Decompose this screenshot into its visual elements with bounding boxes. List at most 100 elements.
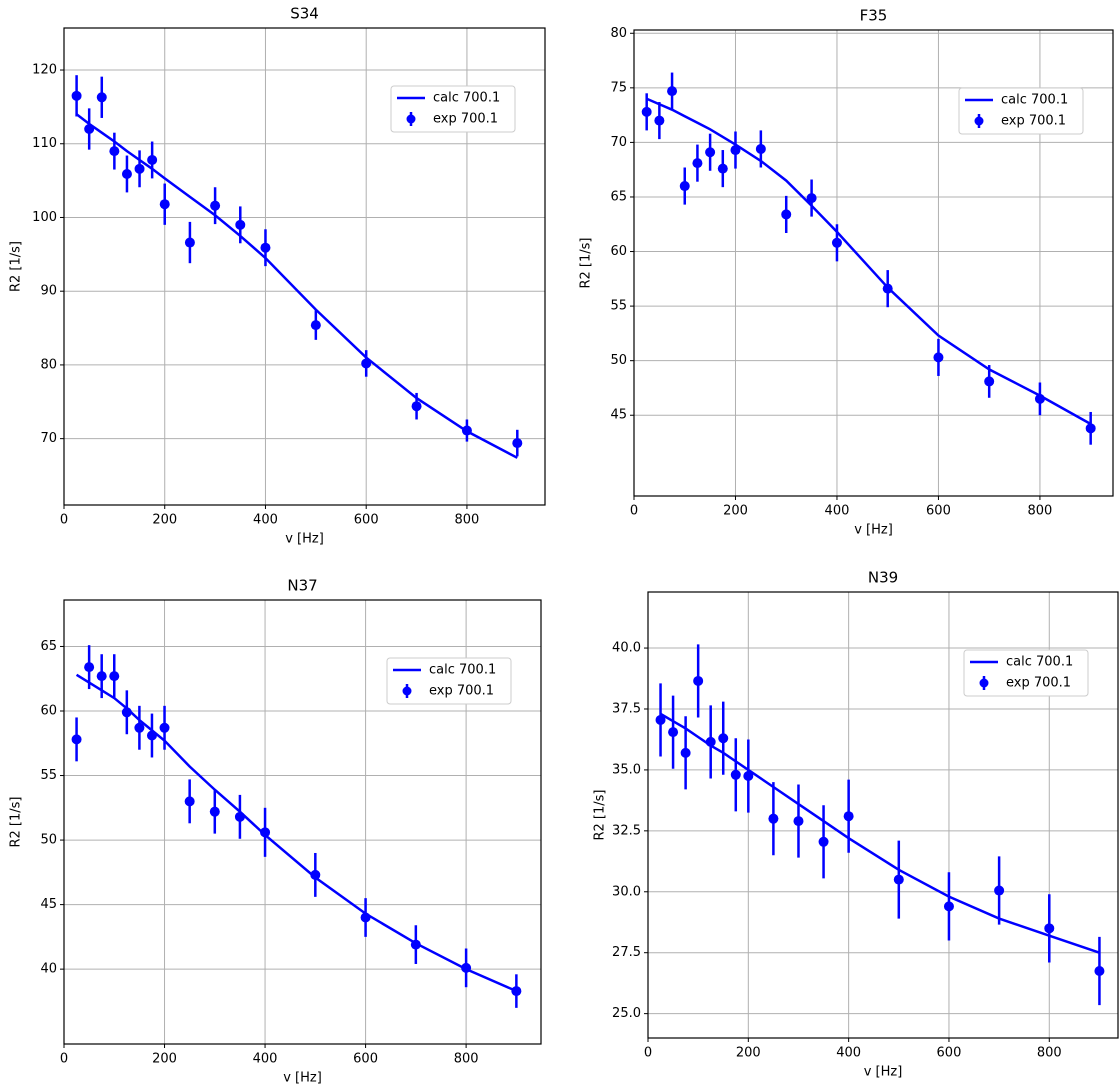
legend-marker <box>974 116 984 126</box>
data-point <box>843 811 854 822</box>
x-tick-label: 0 <box>60 513 68 528</box>
data-point <box>96 671 107 682</box>
subplot: S34 v [Hz] R2 [1/s] 0 200 400 600 800 70 80 90 100 1… <box>9 5 546 547</box>
data-point <box>109 146 120 157</box>
y-tick-label: 65 <box>40 639 57 654</box>
subplot: N37 v [Hz] R2 [1/s] 0 200 400 600 800 40 45 50 55 60… <box>9 577 542 1086</box>
y-tick-label: 80 <box>40 357 57 372</box>
y-tick-label: 65 <box>610 189 627 204</box>
legend-label: calc 700.1 <box>433 91 500 106</box>
data-point <box>994 885 1005 896</box>
legend: calc 700.1 exp 700.1 <box>390 85 516 133</box>
data-point <box>655 714 666 725</box>
data-point <box>933 352 944 363</box>
y-tick-label: 45 <box>610 408 627 423</box>
data-point <box>984 376 995 387</box>
x-tick-label: 800 <box>1037 1046 1062 1061</box>
data-point <box>692 158 703 169</box>
y-axis-label: R2 [1/s] <box>579 237 594 288</box>
x-tick-label: 0 <box>60 1052 68 1067</box>
data-point <box>134 722 145 733</box>
subplot-title: F35 <box>860 7 888 25</box>
data-point <box>781 209 792 220</box>
y-tick-label: 27.5 <box>612 945 641 960</box>
axes-frame <box>63 599 542 1045</box>
data-point <box>512 438 523 449</box>
legend-marker <box>402 686 412 696</box>
x-axis-label: v [Hz] <box>854 523 893 538</box>
x-tick-label: 200 <box>152 513 177 528</box>
x-axis-label: v [Hz] <box>864 1065 903 1080</box>
x-tick-label: 800 <box>454 1052 479 1067</box>
axes-frame <box>63 27 546 506</box>
fit-line <box>659 712 1100 954</box>
data-point <box>893 874 904 885</box>
data-point <box>743 771 754 782</box>
data-point <box>511 986 522 997</box>
y-tick-label: 110 <box>32 136 57 151</box>
data-point <box>882 283 893 294</box>
y-tick-label: 60 <box>40 704 57 719</box>
x-tick-label: 600 <box>354 513 379 528</box>
data-point <box>234 811 245 822</box>
x-tick-label: 600 <box>926 504 951 519</box>
data-point <box>121 707 132 718</box>
data-point <box>361 358 372 369</box>
x-tick-label: 600 <box>353 1052 378 1067</box>
fit-line <box>75 113 518 459</box>
data-point <box>121 168 132 179</box>
y-tick-label: 100 <box>32 210 57 225</box>
legend-label: exp 700.1 <box>1006 676 1071 691</box>
subplot-title: N39 <box>868 569 898 587</box>
data-point <box>943 901 954 912</box>
y-tick-label: 90 <box>40 284 57 299</box>
data-point <box>730 769 741 780</box>
subplot-title: N37 <box>287 577 317 595</box>
x-tick-label: 0 <box>644 1046 652 1061</box>
legend-label: calc 700.1 <box>429 663 496 678</box>
data-point <box>147 154 158 165</box>
y-tick-label: 60 <box>610 244 627 259</box>
plot-area <box>71 75 523 459</box>
data-point <box>461 425 472 436</box>
x-axis-label: v [Hz] <box>285 532 324 547</box>
data-point <box>71 90 82 101</box>
plot-area <box>641 72 1096 445</box>
data-point <box>96 92 107 103</box>
legend: calc 700.1 exp 700.1 <box>963 649 1089 697</box>
data-point <box>755 143 766 154</box>
data-point <box>310 869 321 880</box>
y-tick-label: 55 <box>40 768 57 783</box>
legend-marker <box>406 114 416 124</box>
axes-frame <box>647 591 1119 1039</box>
data-point <box>209 806 220 817</box>
data-point <box>668 727 679 738</box>
legend: calc 700.1 exp 700.1 <box>958 87 1084 135</box>
subplot: F35 v [Hz] R2 [1/s] 0 200 400 600 800 45 50 55 60 65… <box>579 7 1114 538</box>
data-point <box>71 734 82 745</box>
x-tick-label: 800 <box>455 513 480 528</box>
x-tick-label: 200 <box>152 1052 177 1067</box>
data-point <box>705 736 716 747</box>
data-point <box>793 816 804 827</box>
data-point <box>159 199 170 210</box>
data-point <box>654 115 665 126</box>
data-point <box>310 320 321 331</box>
y-axis-label: R2 [1/s] <box>9 796 24 847</box>
y-tick-label: 30.0 <box>612 884 641 899</box>
data-point <box>134 163 145 174</box>
data-point <box>410 939 421 950</box>
data-point <box>159 722 170 733</box>
data-point <box>1044 923 1055 934</box>
data-point <box>184 237 195 248</box>
data-point <box>260 827 271 838</box>
data-point <box>641 106 652 117</box>
data-point <box>680 747 691 758</box>
legend-label: exp 700.1 <box>1001 114 1066 129</box>
data-point <box>693 675 704 686</box>
data-point <box>84 124 95 135</box>
data-point <box>730 145 741 156</box>
legend-label: calc 700.1 <box>1001 93 1068 108</box>
data-point <box>461 962 472 973</box>
subplot: N39 v [Hz] R2 [1/s] 0 200 400 600 800 25.0 27.5 30… <box>593 569 1119 1080</box>
